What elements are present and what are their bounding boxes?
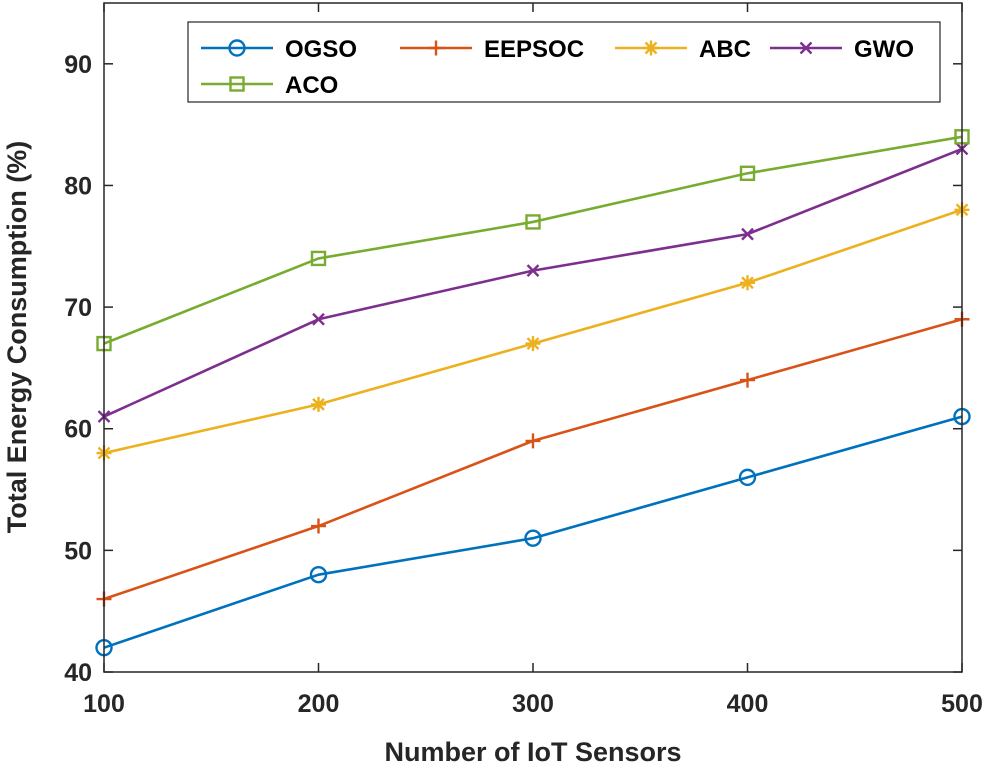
data-point-ogso [524, 529, 542, 547]
x-tick-label: 200 [298, 690, 340, 718]
y-tick-label: 90 [64, 51, 92, 79]
data-point-ogso [309, 565, 328, 584]
legend-label-aco: ACO [285, 72, 338, 99]
legend-item-aco: ACO [201, 72, 338, 99]
x-tick-label: 100 [83, 690, 125, 718]
data-point-abc [311, 396, 326, 412]
legend-box [187, 21, 941, 103]
y-tick-label: 80 [64, 172, 92, 200]
y-tick-label: 40 [64, 659, 92, 687]
legend-marker-ogso [228, 39, 246, 57]
legend-item-gwo: GWO [770, 36, 914, 63]
y-axis-label: Total Energy Consumption (%) [2, 141, 32, 534]
plot-frame [103, 2, 963, 673]
series-line-aco [103, 135, 963, 345]
legend-marker-aco [229, 76, 245, 92]
legend-item-abc: ABC [615, 36, 751, 63]
legend: OGSO EEPSOC ABC GWO ACO [187, 21, 941, 103]
data-point-eepsoc [311, 518, 326, 534]
y-tick-label: 60 [64, 416, 92, 444]
data-point-abc [740, 275, 755, 291]
legend-marker-eepsoc [428, 40, 444, 56]
data-point-ogso [738, 468, 757, 487]
series-layer [95, 129, 971, 657]
data-point-abc [525, 336, 541, 352]
legend-item-eepsoc: EEPSOC [400, 36, 584, 63]
legend-item-ogso: OGSO [201, 36, 357, 63]
data-point-gwo [741, 227, 754, 241]
legend-label-ogso: OGSO [285, 36, 357, 63]
data-point-aco [310, 250, 327, 267]
data-point-eepsoc [525, 433, 541, 449]
legend-label-gwo: GWO [854, 36, 914, 63]
data-point-eepsoc [740, 372, 755, 388]
data-point-aco [525, 214, 541, 230]
legend-marker-gwo [799, 41, 813, 55]
data-point-aco [739, 165, 756, 181]
x-tick-label: 500 [941, 690, 983, 718]
legend-label-eepsoc: EEPSOC [484, 36, 584, 63]
series-line-ogso [103, 415, 963, 649]
legend-label-abc: ABC [699, 36, 751, 63]
y-tick-label: 50 [64, 537, 92, 565]
x-tick-label: 400 [727, 690, 769, 718]
y-tick-label: 70 [64, 294, 92, 322]
x-tick-label: 300 [512, 690, 554, 718]
data-point-gwo [526, 264, 540, 277]
x-axis-label: Number of IoT Sensors [384, 737, 681, 767]
data-point-gwo [312, 312, 325, 326]
legend-marker-abc [643, 40, 659, 56]
ticks: 40 50 60 70 80 90 100 200 300 400 500 [64, 3, 983, 718]
